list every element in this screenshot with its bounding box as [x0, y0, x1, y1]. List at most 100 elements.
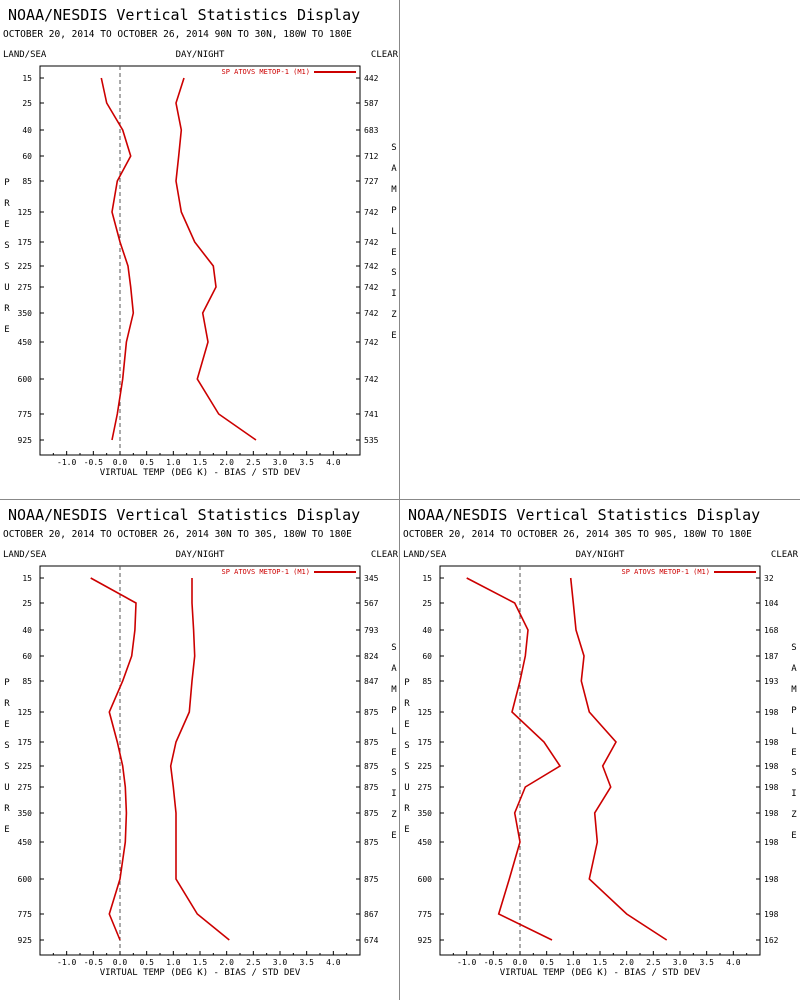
sample-size-label: 104	[764, 599, 779, 608]
divider-vertical-top	[399, 0, 400, 500]
sample-axis-letter: S	[791, 643, 796, 653]
sample-size-label: 742	[364, 309, 379, 318]
sample-size-label: 867	[364, 910, 379, 919]
pressure-axis-letter: R	[404, 699, 410, 709]
pressure-tick-label: 275	[18, 783, 33, 792]
pressure-tick-label: 40	[22, 626, 32, 635]
pressure-axis-letter: E	[4, 720, 9, 730]
x-tick-label: -0.5	[484, 958, 503, 967]
sample-size-label: 742	[364, 283, 379, 292]
pressure-tick-label: 175	[18, 238, 33, 247]
sample-size-label: 198	[764, 875, 779, 884]
day-night-header: DAY/NIGHT	[576, 550, 625, 560]
chart-title: NOAA/NESDIS Vertical Statistics Display	[408, 506, 760, 524]
x-tick-label: 3.5	[299, 958, 314, 967]
pressure-tick-label: 450	[18, 338, 33, 347]
sample-size-label: 847	[364, 677, 379, 686]
x-tick-label: 0.0	[113, 958, 128, 967]
sample-size-label: 198	[764, 838, 779, 847]
pressure-axis-letter: S	[404, 741, 409, 751]
size-axis-letter: S	[791, 768, 796, 778]
x-tick-label: -1.0	[457, 958, 476, 967]
pressure-tick-label: 925	[18, 436, 33, 445]
sample-size-label: 742	[364, 262, 379, 271]
sample-size-label: 742	[364, 238, 379, 247]
panel-sh: NOAA/NESDIS Vertical Statistics Display O…	[400, 500, 800, 1000]
x-tick-label: 1.5	[193, 958, 208, 967]
pressure-tick-label: 775	[18, 910, 33, 919]
x-tick-label: 3.5	[299, 458, 314, 467]
pressure-tick-label: 175	[18, 738, 33, 747]
pressure-axis-letter: S	[4, 762, 9, 772]
series-bias-line	[90, 577, 137, 941]
plot-frame	[39, 65, 361, 456]
day-night-header: DAY/NIGHT	[176, 50, 225, 60]
clear-header: CLEAR	[771, 550, 799, 560]
pressure-tick-label: 275	[18, 283, 33, 292]
pressure-tick-label: 15	[22, 74, 32, 83]
pressure-axis-letter: S	[4, 741, 9, 751]
series-std_dev-line	[169, 578, 230, 941]
chart-svg: NOAA/NESDIS Vertical Statistics Display O…	[3, 6, 399, 478]
x-tick-label: 1.5	[593, 958, 608, 967]
pressure-tick-label: 225	[18, 762, 33, 771]
sample-size-label: 587	[364, 99, 379, 108]
x-tick-label: 3.0	[273, 458, 288, 467]
pressure-tick-label: 60	[22, 152, 32, 161]
sample-size-label: 198	[764, 809, 779, 818]
x-tick-label: 2.0	[219, 958, 234, 967]
sample-size-label: 535	[364, 436, 379, 445]
panel-tropics: NOAA/NESDIS Vertical Statistics Display O…	[0, 500, 400, 1000]
chart-svg: NOAA/NESDIS Vertical Statistics Display O…	[3, 506, 399, 978]
size-axis-letter: I	[391, 789, 396, 799]
sample-size-label: 683	[364, 126, 379, 135]
size-axis-letter: Z	[391, 810, 397, 820]
x-tick-label: 3.0	[273, 958, 288, 967]
clear-header: CLEAR	[371, 550, 399, 560]
pressure-tick-label: 275	[418, 783, 433, 792]
pressure-tick-label: 350	[418, 809, 433, 818]
sample-size-label: 742	[364, 375, 379, 384]
pressure-axis-letter: R	[4, 199, 10, 209]
sample-axis-letter: P	[391, 706, 397, 716]
sample-axis-letter: P	[791, 706, 797, 716]
chart-title: NOAA/NESDIS Vertical Statistics Display	[8, 6, 360, 24]
pressure-tick-label: 925	[418, 936, 433, 945]
pressure-tick-label: 225	[18, 262, 33, 271]
pressure-axis-letter: E	[404, 720, 409, 730]
pressure-tick-label: 40	[422, 626, 432, 635]
clear-header: CLEAR	[371, 50, 399, 60]
sample-axis-letter: A	[391, 164, 397, 174]
pressure-tick-label: 775	[18, 410, 33, 419]
pressure-tick-label: 350	[18, 809, 33, 818]
pressure-tick-label: 15	[22, 574, 32, 583]
pressure-tick-label: 40	[22, 126, 32, 135]
divider-horizontal	[0, 499, 800, 500]
sample-size-label: 198	[764, 783, 779, 792]
sample-axis-letter: E	[391, 748, 396, 758]
pressure-tick-label: 125	[18, 708, 33, 717]
x-tick-label: 0.0	[113, 458, 128, 467]
pressure-tick-label: 600	[418, 875, 433, 884]
sample-size-label: 875	[364, 875, 379, 884]
pressure-tick-label: 175	[418, 738, 433, 747]
size-axis-letter: S	[391, 268, 396, 278]
sample-axis-letter: L	[391, 727, 396, 737]
pressure-tick-label: 60	[422, 652, 432, 661]
chart-subtitle: OCTOBER 20, 2014 TO OCTOBER 26, 2014 90N…	[3, 29, 352, 40]
sample-size-label: 193	[764, 677, 779, 686]
series-bias-line	[100, 77, 135, 441]
sample-size-label: 875	[364, 809, 379, 818]
pressure-tick-label: 25	[422, 599, 432, 608]
pressure-tick-label: 225	[418, 762, 433, 771]
x-tick-label: -1.0	[57, 958, 76, 967]
pressure-tick-label: 85	[22, 677, 32, 686]
x-tick-label: 2.5	[246, 458, 261, 467]
sample-axis-letter: S	[391, 143, 396, 153]
sample-size-label: 824	[364, 652, 379, 661]
pressure-axis-letter: R	[404, 804, 410, 814]
chart-svg: NOAA/NESDIS Vertical Statistics Display O…	[403, 506, 799, 978]
sample-axis-letter: E	[791, 748, 796, 758]
pressure-axis-letter: U	[4, 283, 9, 293]
sample-axis-letter: L	[391, 227, 396, 237]
